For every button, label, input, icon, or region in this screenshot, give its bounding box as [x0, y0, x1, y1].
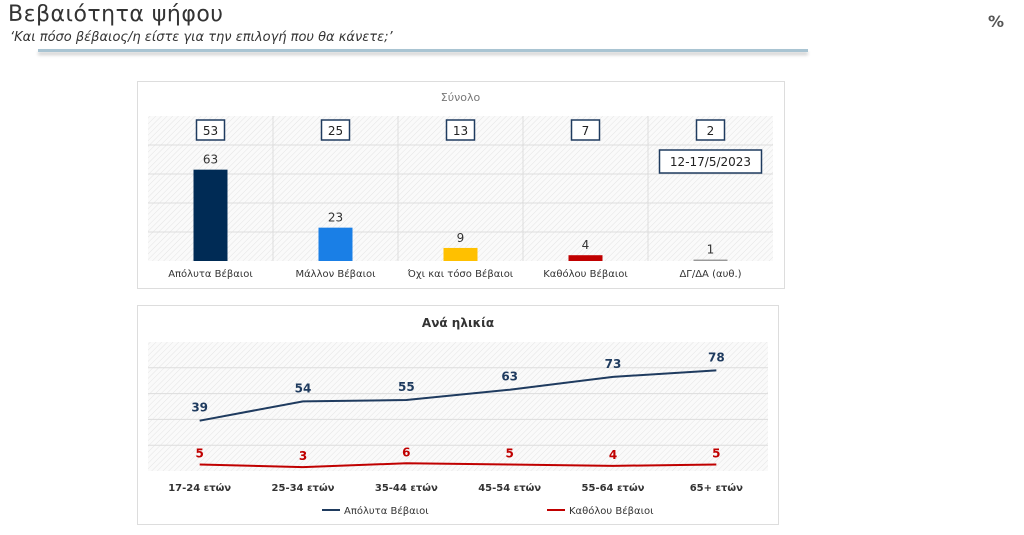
bar [318, 227, 353, 261]
legend-label: Καθόλου Βέβαιοι [569, 505, 654, 517]
page-title: Βεβαιότητα ψήφου [8, 2, 224, 27]
boxed-value-box [320, 119, 351, 141]
category-label: 65+ ετών [690, 482, 743, 494]
data-label: 5 [712, 447, 720, 461]
data-label: 4 [582, 238, 590, 252]
series-line [199, 369, 717, 422]
data-label: 5 [195, 447, 203, 461]
category-label: ΔΓ/ΔΑ (αυθ.) [679, 269, 741, 280]
boxed-value: 7 [582, 124, 590, 138]
category-label: Μάλλον Βέβαιοι [295, 268, 376, 280]
page-subtitle: ‘Και πόσο βέβαιος/η είστε για την επιλογ… [10, 30, 393, 45]
category-label: Απόλυτα Βέβαιοι [168, 268, 253, 280]
bar [443, 247, 478, 261]
data-label: 54 [295, 381, 312, 395]
boxed-value: 2 [707, 124, 715, 138]
data-label: 3 [299, 449, 307, 463]
category-label: 55-64 ετών [582, 482, 645, 494]
data-label: 23 [328, 211, 343, 225]
data-label: 73 [605, 357, 622, 371]
boxed-value: 13 [453, 124, 468, 138]
data-label: 63 [203, 153, 218, 167]
category-label: 25-34 ετών [272, 482, 335, 494]
date-box [658, 149, 763, 174]
chart-title: Ανά ηλικία [422, 316, 494, 330]
boxed-value-box [195, 119, 226, 141]
series-line [199, 462, 717, 469]
plot-area [148, 342, 768, 471]
data-label: 4 [609, 448, 617, 462]
data-label: 5 [505, 447, 513, 461]
boxed-value: 53 [203, 124, 218, 138]
unit-label: % [988, 12, 1005, 31]
category-label: Όχι και τόσο Βέβαιοι [407, 268, 514, 280]
legend-label: Απόλυτα Βέβαιοι [344, 505, 429, 517]
data-label: 55 [398, 380, 415, 394]
category-label: 45-54 ετών [478, 482, 541, 494]
bar [568, 255, 603, 261]
chart-title: Σύνολο [441, 91, 481, 104]
bar [193, 169, 228, 261]
data-label: 6 [402, 445, 410, 459]
boxed-value: 25 [328, 124, 343, 138]
data-label: 1 [707, 243, 715, 257]
bar [693, 259, 728, 261]
boxed-value-box [570, 119, 601, 141]
data-label: 78 [708, 350, 725, 364]
boxed-value-box [445, 119, 476, 141]
category-label: Καθόλου Βέβαιοι [543, 268, 628, 280]
data-label: 63 [501, 370, 518, 384]
category-label: 35-44 ετών [375, 482, 438, 494]
date-annotation: 12-17/5/2023 [670, 155, 751, 169]
data-label: 9 [457, 231, 465, 245]
data-label: 39 [191, 401, 208, 415]
boxed-value-box [695, 119, 726, 141]
category-label: 17-24 ετών [168, 482, 231, 494]
divider [38, 49, 808, 52]
